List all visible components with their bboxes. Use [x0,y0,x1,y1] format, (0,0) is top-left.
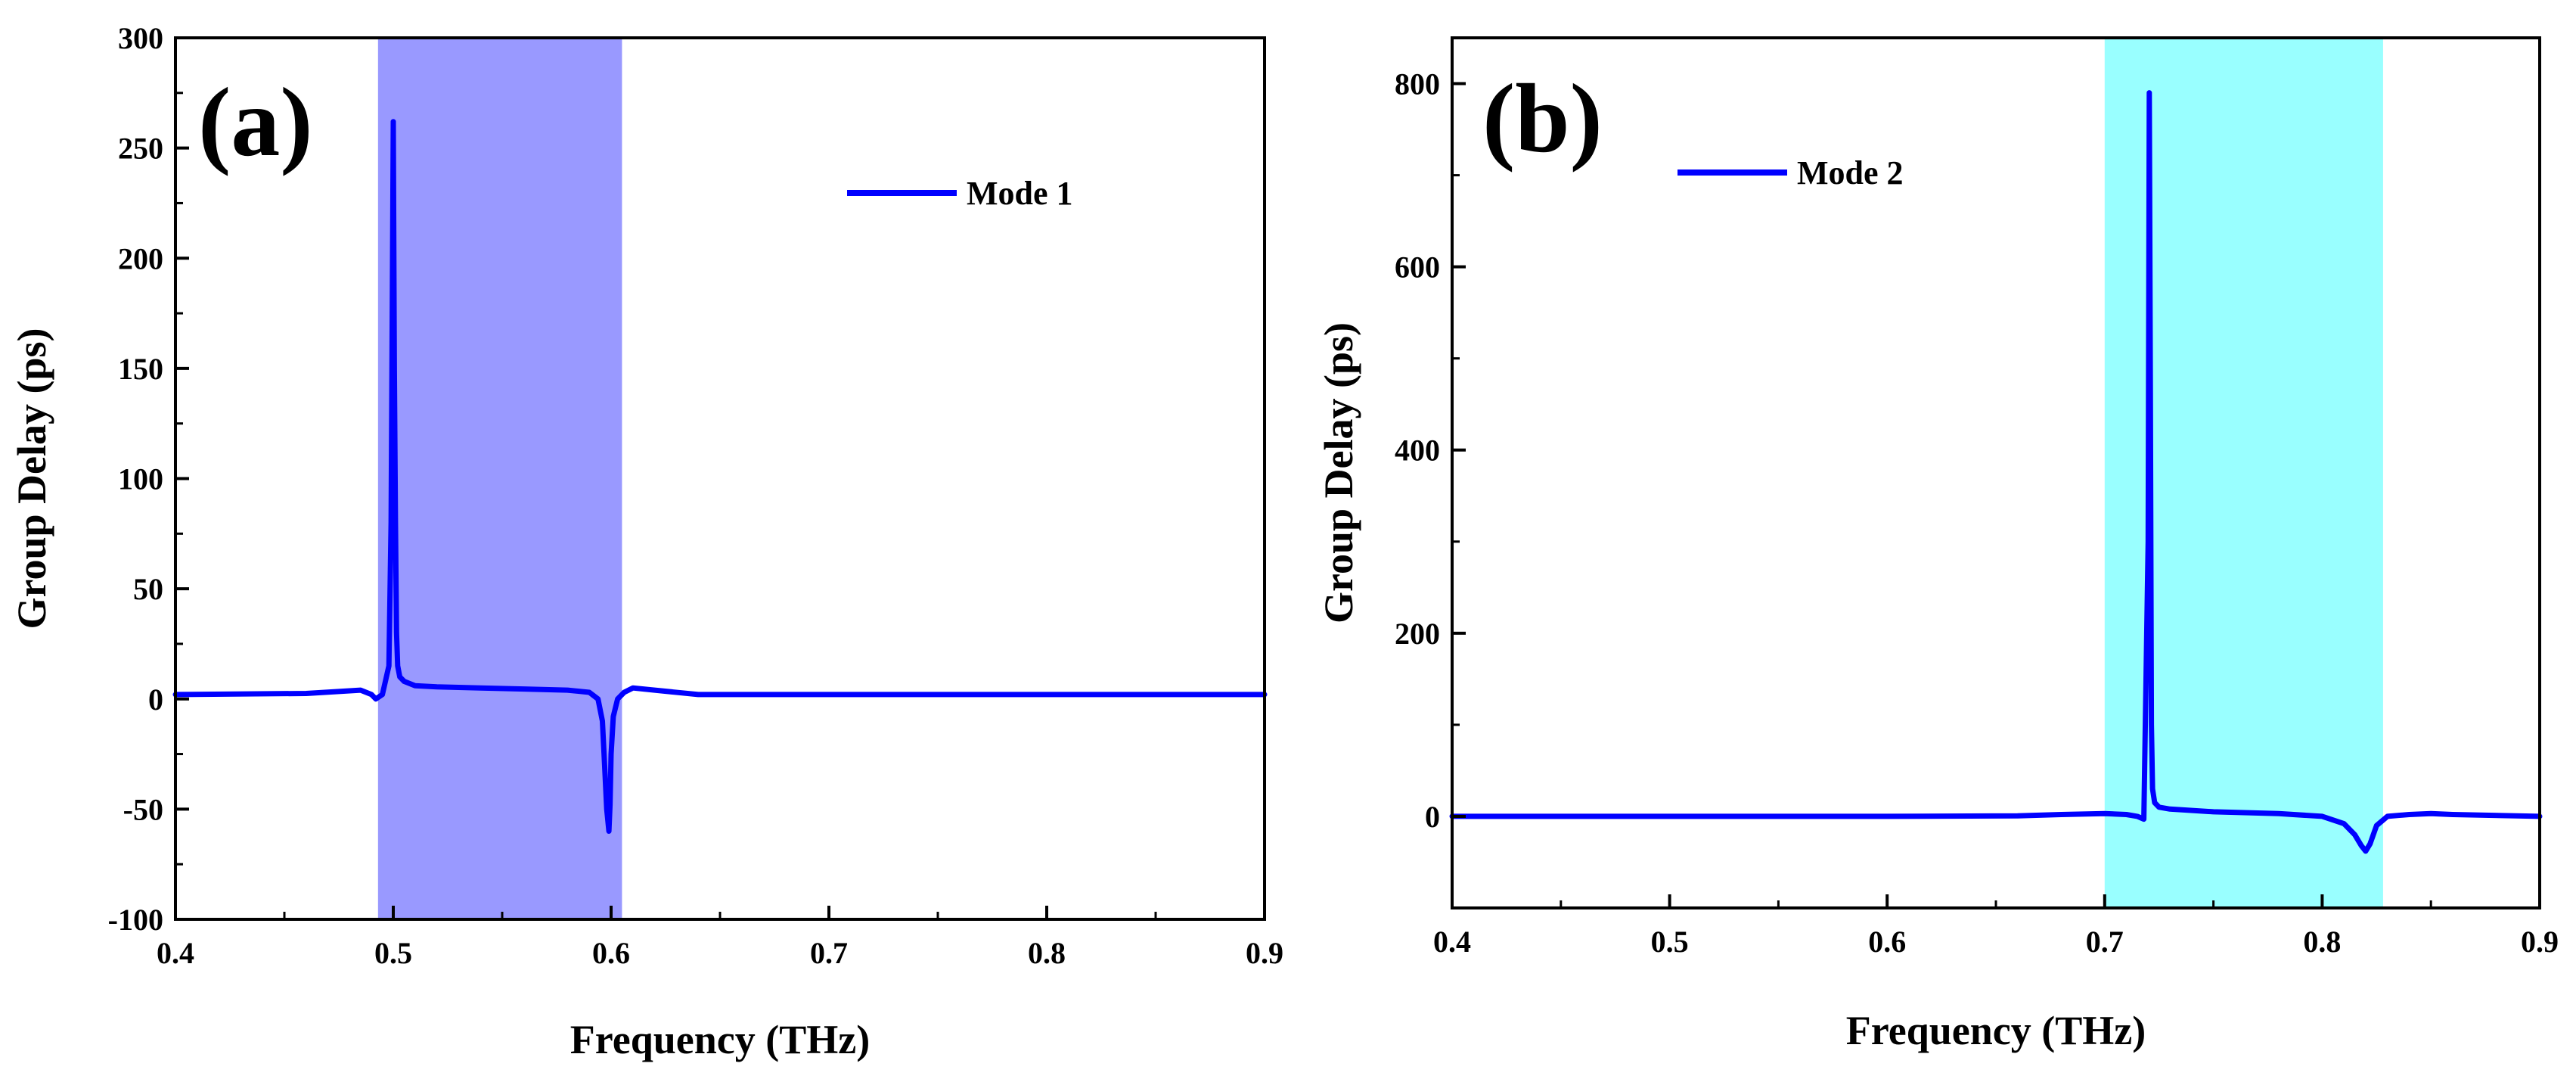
x-tick-label: 0.9 [1246,936,1283,970]
y-tick-label: 150 [118,352,163,386]
y-tick-label: 200 [118,241,163,275]
legend-label: Mode 2 [1797,154,1904,191]
y-tick-label: 100 [118,462,163,496]
panel-b: 0.4 0.5 0.6 0.7 0.8 0.9 0 200 400 600 800 Frequency… [1316,36,2559,1053]
x-tick-label: 0.8 [1028,936,1066,970]
highlight-band [377,38,622,919]
panel-label: (a) [198,68,313,177]
x-tick-label: 0.5 [1651,925,1689,959]
x-axis-title: Frequency (THz) [1846,1008,2146,1053]
y-tick-label: 800 [1395,67,1440,101]
y-tick-label: 200 [1395,617,1440,651]
y-tick-label: -100 [108,903,163,937]
x-tick-label: 0.7 [810,936,848,970]
x-tick-label: 0.4 [1433,925,1471,959]
x-tick-label: 0.6 [1868,925,1906,959]
x-tick-label: 0.4 [157,936,194,970]
legend-label: Mode 1 [967,175,1073,212]
x-tick-label: 0.7 [2086,925,2124,959]
panel-a: 0.4 0.5 0.6 0.7 0.8 0.9 -100 -50 0 50 100 150 200 250… [9,21,1283,1062]
y-tick-label: 300 [118,21,163,55]
x-axis-title: Frequency (THz) [570,1017,870,1062]
series-line-1 [172,119,1268,834]
y-tick-label: 600 [1395,250,1440,284]
x-tick-label: 0.8 [2303,925,2341,959]
x-tick-label: 0.9 [2521,925,2559,959]
y-tick-label: 0 [148,682,163,717]
plot-frame [174,36,1266,921]
y-tick-label: 400 [1395,434,1440,468]
y-axis-title: Group Delay (ps) [1316,322,1361,623]
x-tick-label: 0.6 [592,936,630,970]
y-tick-label: 250 [118,132,163,166]
y-axis-title: Group Delay (ps) [9,328,54,629]
series-line-1 [1449,90,2543,854]
y-tick-label: -50 [123,792,163,826]
x-tick-label: 0.5 [374,936,412,970]
panel-label: (b) [1482,64,1603,173]
y-tick-label: 0 [1425,800,1440,834]
y-tick-label: 50 [133,572,163,606]
